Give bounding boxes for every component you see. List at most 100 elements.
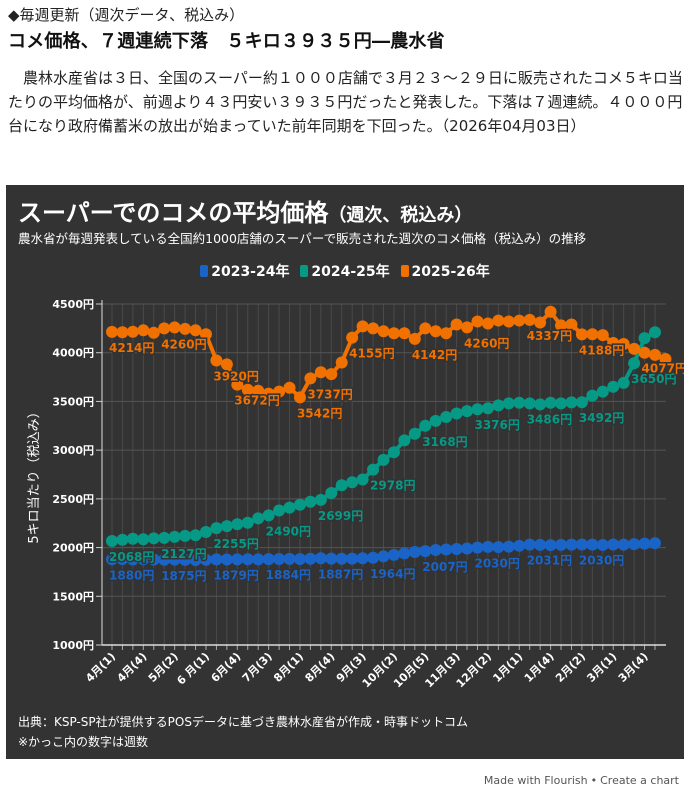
data-point xyxy=(189,529,202,542)
data-point xyxy=(241,383,254,396)
data-label: 3492円 xyxy=(579,411,624,425)
data-point xyxy=(617,538,630,551)
data-label: 1884円 xyxy=(266,568,311,582)
legend-item-2024-25[interactable]: 2024-25年 xyxy=(300,261,390,281)
data-point xyxy=(283,552,296,565)
data-point xyxy=(596,385,609,398)
data-point xyxy=(220,553,233,566)
data-point xyxy=(502,315,515,328)
data-label: 3486円 xyxy=(527,412,572,426)
data-point xyxy=(335,356,348,369)
data-point xyxy=(231,518,244,531)
data-point xyxy=(325,552,338,565)
data-point xyxy=(617,337,630,350)
data-point xyxy=(419,545,432,558)
y-tick-label: 2000円 xyxy=(52,542,94,555)
data-point xyxy=(126,325,139,338)
data-point xyxy=(617,376,630,389)
data-point xyxy=(492,541,505,554)
data-point xyxy=(492,314,505,327)
data-point xyxy=(408,545,421,558)
create-chart-link[interactable]: Create a chart xyxy=(600,774,679,787)
data-label: 4142円 xyxy=(412,348,457,362)
made-with-link[interactable]: Made with Flourish xyxy=(483,774,588,787)
data-point xyxy=(575,396,588,409)
data-point xyxy=(534,538,547,551)
y-tick-label: 2500円 xyxy=(52,493,94,506)
data-point xyxy=(596,538,609,551)
data-point xyxy=(450,318,463,331)
data-point xyxy=(429,544,442,557)
legend-swatch xyxy=(300,265,309,277)
data-point xyxy=(471,403,484,416)
data-point xyxy=(210,354,223,367)
data-point xyxy=(544,305,557,318)
data-point xyxy=(367,551,380,564)
data-point xyxy=(398,327,411,340)
data-point xyxy=(168,553,181,566)
x-tick-label: 7月(3) xyxy=(240,650,275,685)
data-point xyxy=(147,553,160,566)
data-label: 2699円 xyxy=(318,509,363,523)
data-label: 3672円 xyxy=(234,394,279,408)
data-point xyxy=(419,322,432,335)
data-label: 1887円 xyxy=(318,567,363,581)
data-point xyxy=(106,325,118,338)
data-point xyxy=(304,495,317,508)
y-tick-label: 3000円 xyxy=(52,444,94,457)
data-point xyxy=(502,397,515,410)
legend-item-2025-26[interactable]: 2025-26年 xyxy=(400,261,490,281)
data-point xyxy=(586,538,599,551)
data-point xyxy=(199,553,212,566)
data-label: 2007円 xyxy=(422,560,467,574)
data-point xyxy=(356,473,369,486)
data-point xyxy=(252,384,265,397)
data-point xyxy=(513,539,526,552)
data-point xyxy=(565,538,578,551)
data-point xyxy=(513,396,526,409)
data-point xyxy=(387,446,400,459)
article-body: 農林水産省は３日、全国のスーパー約１０００店舗で３月２３～２９日に販売されたコメ… xyxy=(8,69,683,135)
data-point xyxy=(126,532,139,545)
data-point xyxy=(147,532,160,545)
data-point xyxy=(106,553,118,566)
data-point xyxy=(231,378,244,391)
data-point xyxy=(387,548,400,561)
data-point xyxy=(377,325,390,338)
data-point xyxy=(314,552,327,565)
article-headline: コメ価格、７週連続下落 ５キロ３９３５円―農水省 xyxy=(8,31,445,52)
data-point xyxy=(356,552,369,565)
x-tick-label: 8月(4) xyxy=(302,650,337,685)
data-label: 4260円 xyxy=(161,337,206,351)
data-point xyxy=(461,542,474,555)
data-label: 3376円 xyxy=(474,418,519,432)
data-point xyxy=(575,538,588,551)
data-point xyxy=(523,538,536,551)
data-point xyxy=(231,553,244,566)
y-tick-label: 4500円 xyxy=(52,298,94,311)
data-point xyxy=(346,552,359,565)
data-point xyxy=(158,553,171,566)
data-point xyxy=(293,391,306,404)
chart-subtitle: 農水省が毎週発表している全国約1000店舗のスーパーで販売された週次のコメ価格（… xyxy=(18,231,587,246)
x-tick-label: 4月(1) xyxy=(83,650,118,685)
chart-footer: 出典：KSP-SP社が提供するPOSデータに基づき農林水産省が作成・時事ドットコ… xyxy=(18,712,468,752)
data-point xyxy=(481,317,494,330)
weeks-note: ※かっこ内の数字は週数 xyxy=(18,735,149,749)
data-point xyxy=(586,389,599,402)
data-point xyxy=(262,509,275,522)
data-label: 4337円 xyxy=(527,329,572,343)
data-point xyxy=(638,346,651,359)
data-label: 4155円 xyxy=(349,347,394,361)
data-point xyxy=(481,540,494,553)
data-point xyxy=(544,396,557,409)
data-label: 2978円 xyxy=(370,479,415,493)
data-point xyxy=(502,540,515,553)
flourish-credit: Made with Flourish • Create a chart xyxy=(484,774,679,787)
legend-item-2023-24[interactable]: 2023-24年 xyxy=(200,261,289,281)
data-point xyxy=(158,531,171,544)
data-point xyxy=(398,434,411,447)
chart-title: スーパーでのコメの平均価格（週次、税込み） xyxy=(18,193,472,228)
line-chart: 1000円 1500円 2000円 2500円 3000円 3500円 4000円 4500円… xyxy=(27,298,684,690)
x-tick-label: 8月(1) xyxy=(271,650,306,685)
